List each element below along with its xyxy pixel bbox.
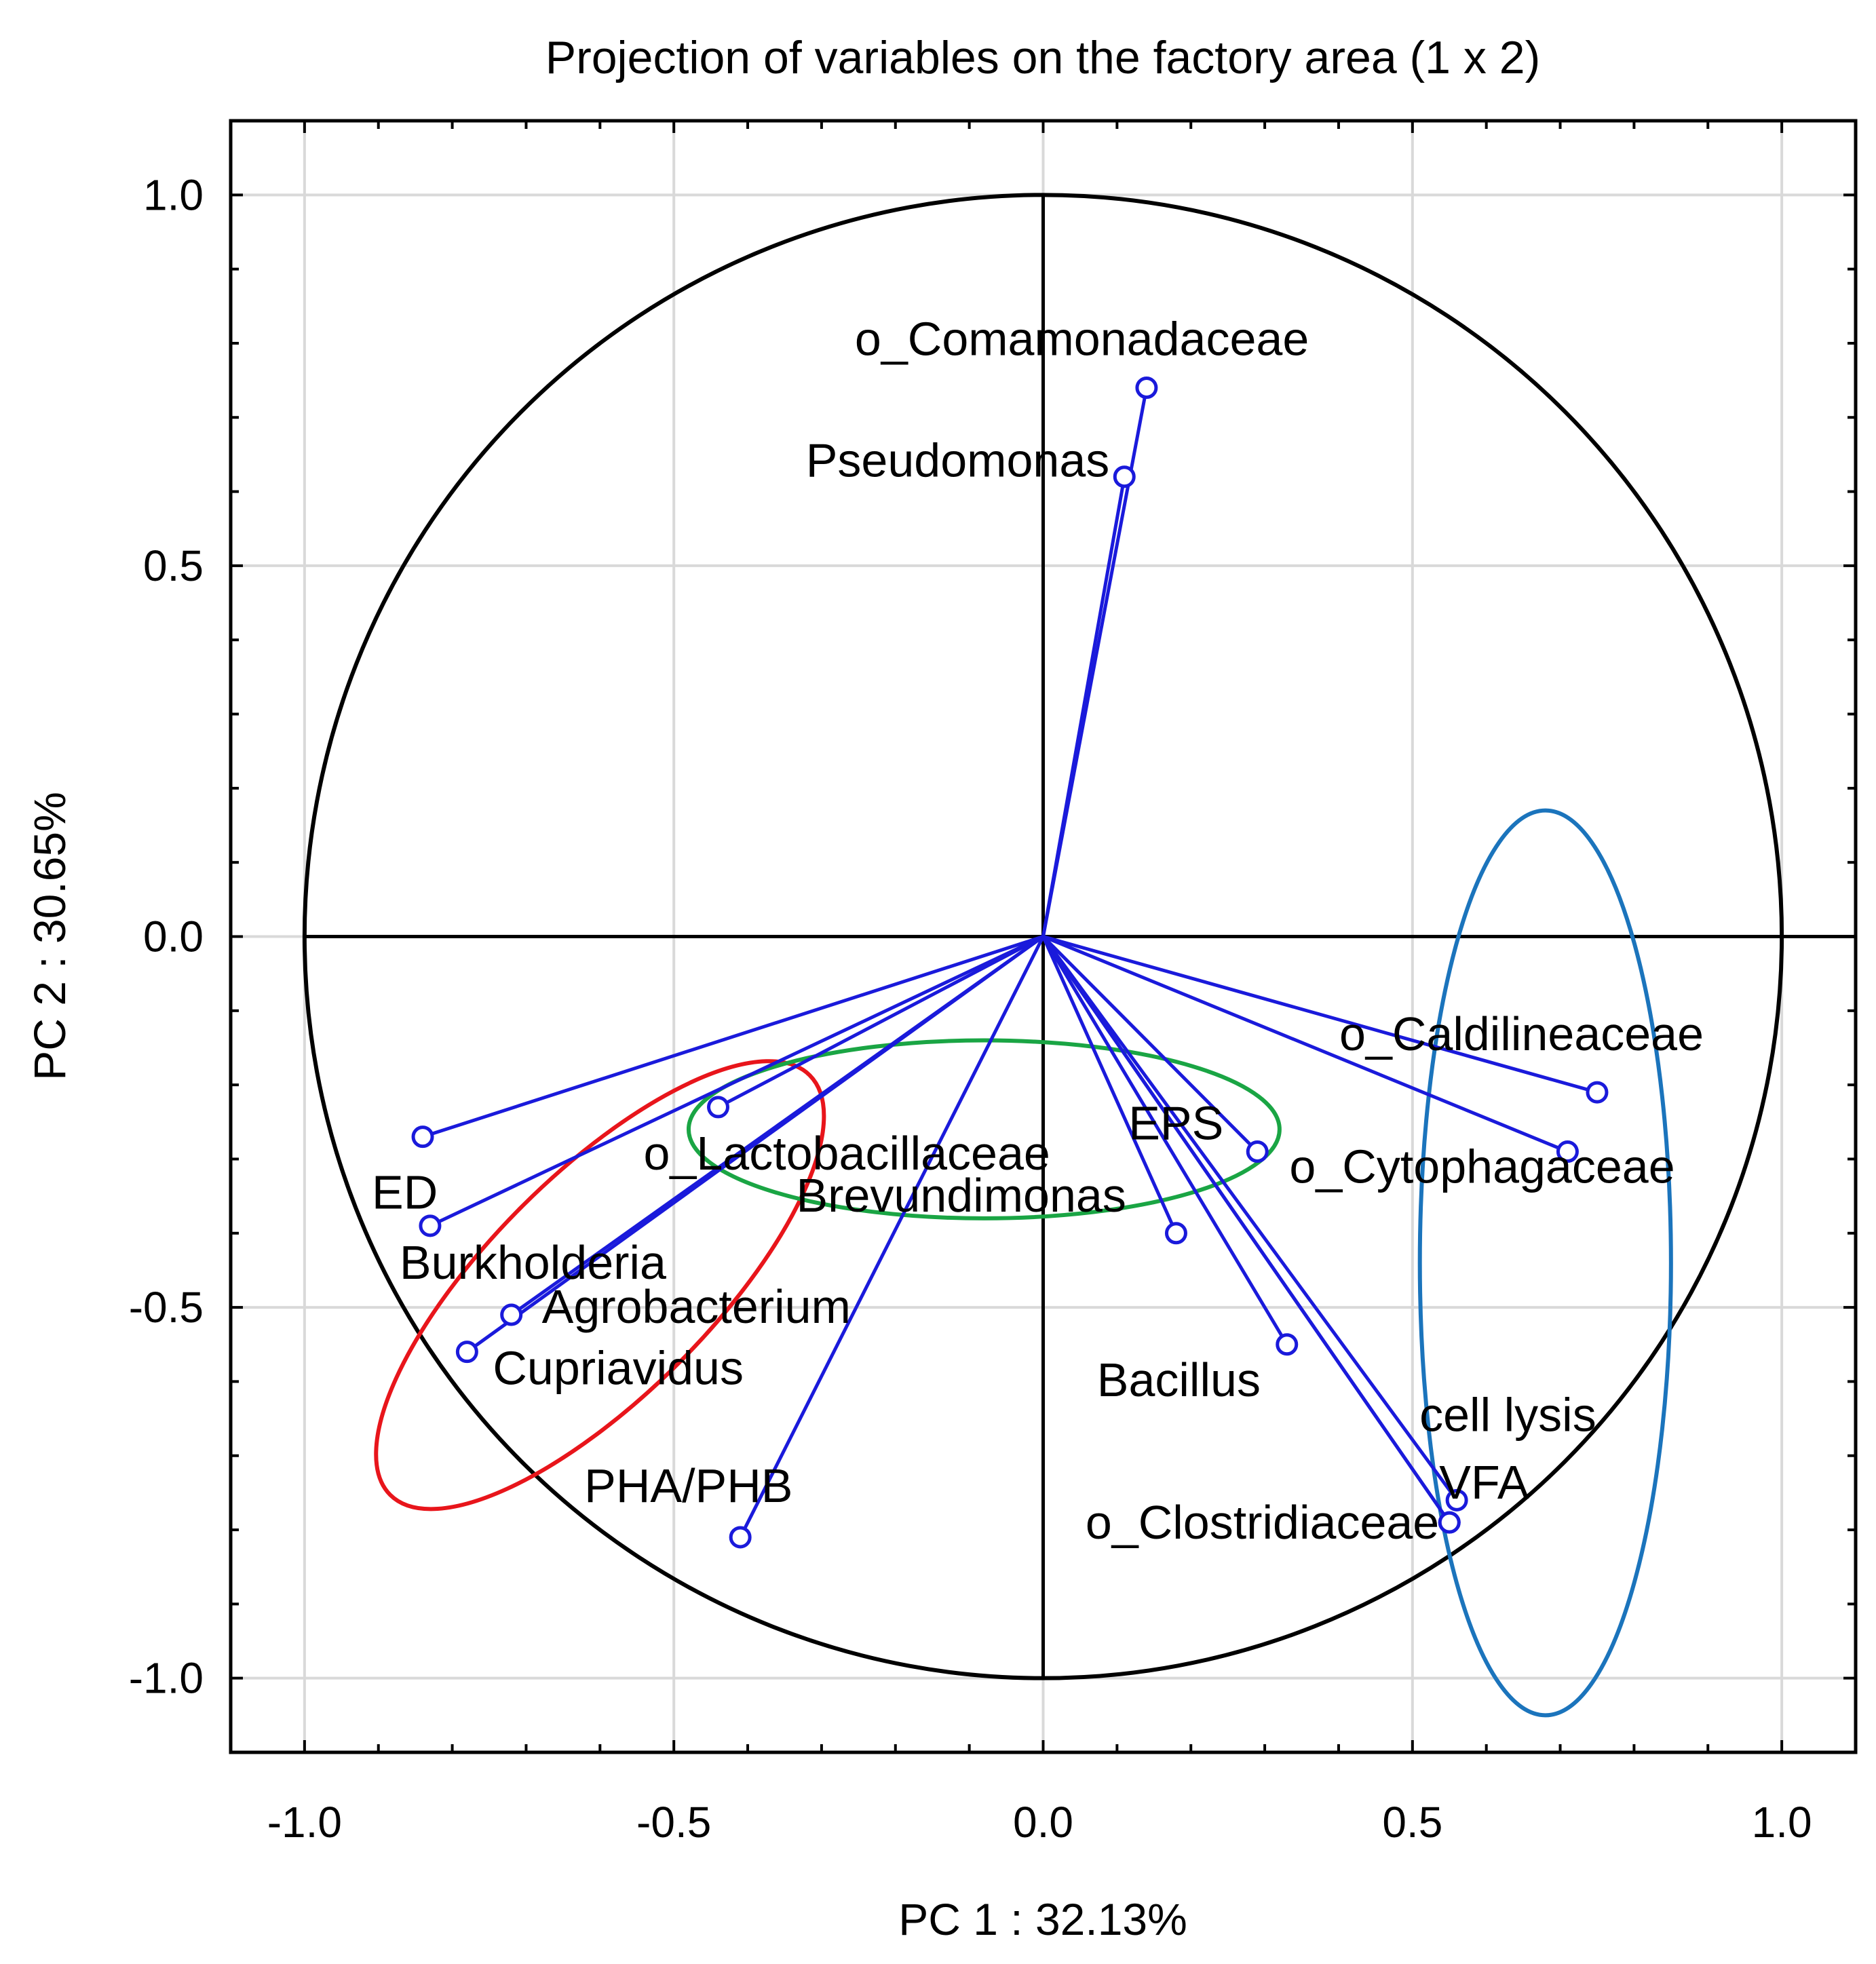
y-tick-label-3: -0.5	[129, 1283, 204, 1332]
point-o-clostridiaceae	[1438, 1511, 1461, 1534]
group-ellipses	[374, 808, 1673, 1718]
label-bacillus: Bacillus	[1097, 1353, 1261, 1406]
vector-pseudomonas	[1041, 476, 1126, 937]
point-cupriavidus	[455, 1341, 478, 1364]
loading-points	[411, 377, 1609, 1549]
y-tick-label-4: -1.0	[129, 1654, 204, 1703]
label-brevundimonas: Brevundimonas	[796, 1169, 1126, 1222]
point-pseudomonas	[1113, 465, 1136, 488]
label-o-lactobacillaceae: o_Lactobacillaceae	[644, 1127, 1050, 1180]
point-ed	[411, 1125, 434, 1149]
plot-frame	[229, 119, 1858, 1754]
label-pseudomonas: Pseudomonas	[806, 434, 1110, 487]
y-tick-label-2: 0.0	[143, 912, 204, 961]
label-o-caldilineaceae: o_Caldilineaceae	[1339, 1007, 1704, 1060]
y-tick-label-1: 0.5	[143, 541, 204, 590]
point-brevundimonas	[1164, 1222, 1187, 1245]
vector-o-lactobacillaceae	[717, 935, 1044, 1109]
label-cupriavidus: Cupriavidus	[493, 1342, 744, 1395]
point-pha-phb	[729, 1526, 752, 1549]
vector-o-caldilineaceae	[1042, 935, 1598, 1094]
label-o-cytophagaceae: o_Cytophagaceae	[1289, 1140, 1674, 1193]
label-cell-lysis: cell lysis	[1419, 1388, 1596, 1441]
group-ellipse-2	[686, 1038, 1282, 1220]
point-o-caldilineaceae	[1586, 1081, 1609, 1104]
label-eps: EPS	[1128, 1097, 1223, 1150]
vector-pha-phb	[738, 936, 1045, 1539]
label-vfa: VFA	[1439, 1456, 1529, 1509]
group-ellipse-1	[374, 1059, 826, 1511]
point-agrobacterium	[500, 1303, 523, 1326]
label-o-clostridiaceae: o_Clostridiaceae	[1086, 1496, 1439, 1549]
vector-cupriavidus	[465, 935, 1044, 1353]
label-agrobacterium: Agrobacterium	[542, 1280, 851, 1333]
loading-vectors	[422, 387, 1598, 1539]
x-tick-label-0: -1.0	[267, 1798, 342, 1847]
label-o-comamonadaceae: o_Comamonadaceae	[855, 313, 1309, 366]
point-cell-lysis	[1445, 1488, 1468, 1511]
point-eps	[1246, 1140, 1269, 1163]
x-tick-label-1: -0.5	[636, 1798, 711, 1847]
vector-o-clostridiaceae	[1041, 936, 1451, 1524]
y-tick-label-0: 1.0	[143, 170, 204, 219]
vector-eps	[1041, 935, 1259, 1153]
variable-labels: o_Comamonadaceae Pseudomonas o_Caldilineac…	[372, 313, 1704, 1549]
label-pha-phb: PHA/PHB	[584, 1459, 792, 1512]
x-tick-label-3: 0.5	[1382, 1798, 1442, 1847]
point-o-comamonadaceae	[1135, 377, 1158, 400]
group-ellipse-3	[1417, 808, 1673, 1718]
tick-labels: -1.0 -0.5 0.0 0.5 1.0 1.0 0.5 0.0 -0.5 -1.0	[129, 170, 1812, 1847]
vector-burkholderia	[429, 935, 1044, 1228]
vector-brevundimonas	[1041, 936, 1178, 1234]
vector-bacillus	[1041, 936, 1288, 1346]
y-axis-title: PC 2 : 30.65%	[24, 792, 75, 1081]
x-tick-label-2: 0.0	[1013, 1798, 1073, 1847]
vector-ed	[422, 935, 1044, 1139]
vector-cell-lysis	[1041, 936, 1459, 1501]
chart-title: Projection of variables on the factory a…	[545, 32, 1541, 83]
vector-o-cytophagaceae	[1042, 935, 1569, 1153]
point-o-lactobacillaceae	[707, 1096, 729, 1119]
point-burkholderia	[419, 1214, 442, 1237]
point-bacillus	[1276, 1333, 1299, 1356]
x-tick-label-4: 1.0	[1752, 1798, 1812, 1847]
label-ed: ED	[372, 1166, 438, 1219]
point-o-cytophagaceae	[1556, 1140, 1579, 1163]
label-burkholderia: Burkholderia	[400, 1236, 666, 1289]
x-axis-title: PC 1 : 32.13%	[898, 1894, 1187, 1944]
